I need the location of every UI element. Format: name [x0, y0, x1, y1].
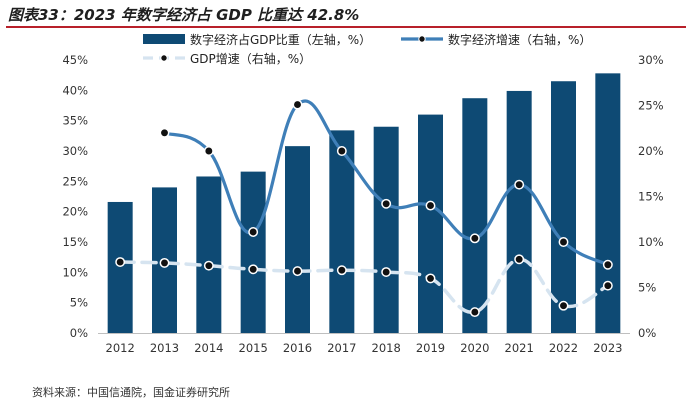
digital-growth-point: [514, 179, 525, 190]
right-tick-label: 10%: [638, 235, 664, 249]
gdp-growth-point: [514, 254, 525, 265]
left-tick-label: 10%: [62, 265, 88, 279]
legend-bar-label: 数字经济占GDP比重（左轴，%）: [190, 32, 371, 47]
digital-growth-point: [336, 146, 347, 156]
legend-bar-swatch: [143, 34, 185, 44]
right-tick-label: 30%: [638, 53, 664, 67]
legend-digital-marker: [418, 35, 426, 43]
right-tick-label: 0%: [638, 326, 656, 340]
left-tick-label: 30%: [62, 144, 88, 158]
right-tick-label: 15%: [638, 190, 664, 204]
gdp-growth-point: [558, 300, 569, 311]
right-axis: 0% 5% 10% 15% 20% 25% 30%: [638, 53, 664, 340]
bar-2017: [329, 130, 355, 333]
left-tick-label: 25%: [62, 174, 88, 188]
gdp-growth-line: [118, 257, 610, 314]
legend-digital-label: 数字经济增速（右轴，%）: [448, 32, 591, 47]
bar-2022: [551, 81, 576, 333]
digital-growth-point: [248, 227, 259, 237]
gdp-growth-point: [425, 273, 436, 284]
x-tick-label: 2013: [150, 341, 179, 355]
bar-series: [107, 73, 621, 333]
gdp-growth-point: [292, 266, 303, 277]
left-tick-label: 15%: [62, 235, 88, 249]
gdp-growth-point: [159, 257, 170, 268]
bar-2014: [196, 176, 222, 333]
left-tick-label: 20%: [62, 205, 88, 219]
left-tick-label: 40%: [62, 83, 88, 97]
bar-2019: [418, 114, 443, 333]
bar-2021: [506, 90, 532, 333]
left-tick-label: 45%: [62, 53, 88, 67]
x-tick-label: 2016: [283, 341, 312, 355]
x-tick-label: 2014: [194, 341, 223, 355]
digital-growth-point: [602, 259, 613, 270]
x-axis: 2012 2013 2014 2015 2016 2017 2018 2019 2020 2021…: [106, 341, 623, 355]
digital-growth-point: [469, 233, 480, 244]
right-tick-label: 5%: [638, 281, 656, 295]
x-tick-label: 2021: [505, 341, 534, 355]
source-note: 资料来源：中国信通院，国金证券研究所: [32, 386, 230, 399]
chart-title: 图表33：2023 年数字经济占 GDP 比重达 42.8%: [8, 6, 360, 24]
digital-growth-point: [558, 237, 569, 247]
digital-growth-series: [159, 99, 613, 270]
bar-2023: [595, 73, 621, 333]
x-tick-label: 2022: [549, 341, 578, 355]
gdp-growth-point: [602, 280, 613, 291]
chart: 0% 5% 10% 15% 20% 25% 30% 35% 40% 45% 0% 5% 10% 15% 2…: [62, 32, 664, 355]
digital-growth-point: [159, 127, 170, 138]
x-tick-label: 2012: [106, 341, 135, 355]
title-divider: [6, 26, 686, 28]
bar-2018: [373, 126, 399, 333]
digital-growth-line: [163, 99, 609, 267]
gdp-growth-point: [203, 260, 214, 271]
gdp-growth-point: [248, 264, 259, 275]
digital-growth-point: [203, 146, 214, 156]
left-tick-label: 5%: [70, 296, 88, 310]
x-tick-label: 2020: [460, 341, 489, 355]
digital-growth-point: [381, 198, 392, 209]
gdp-growth-series: [115, 254, 613, 318]
bar-2012: [107, 201, 133, 333]
gdp-growth-point: [336, 265, 347, 276]
digital-growth-point: [425, 200, 436, 211]
x-tick-label: 2018: [372, 341, 401, 355]
bar-2015: [240, 171, 266, 333]
legend-gdp-label: GDP增速（右轴，%）: [190, 51, 311, 66]
legend: 数字经济占GDP比重（左轴，%） 数字经济增速（右轴，%） GDP增速（右轴，%）: [143, 32, 591, 66]
digital-growth-point: [292, 99, 303, 110]
left-tick-label: 35%: [62, 114, 88, 128]
legend-gdp-marker: [160, 54, 168, 62]
bar-2016: [285, 146, 310, 333]
x-tick-label: 2017: [327, 341, 356, 355]
x-tick-label: 2015: [239, 341, 268, 355]
x-tick-label: 2023: [593, 341, 622, 355]
left-axis: 0% 5% 10% 15% 20% 25% 30% 35% 40% 45%: [62, 53, 88, 340]
gdp-growth-point: [469, 307, 480, 318]
gdp-growth-point: [381, 267, 392, 277]
gdp-growth-point: [115, 257, 126, 267]
bar-2020: [462, 98, 488, 333]
right-tick-label: 20%: [638, 144, 664, 158]
right-tick-label: 25%: [638, 99, 664, 113]
x-tick-label: 2019: [416, 341, 445, 355]
left-tick-label: 0%: [70, 326, 88, 340]
